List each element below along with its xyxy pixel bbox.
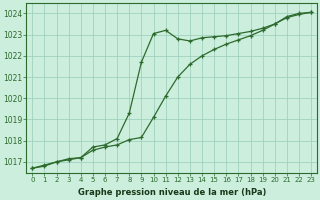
X-axis label: Graphe pression niveau de la mer (hPa): Graphe pression niveau de la mer (hPa) <box>77 188 266 197</box>
